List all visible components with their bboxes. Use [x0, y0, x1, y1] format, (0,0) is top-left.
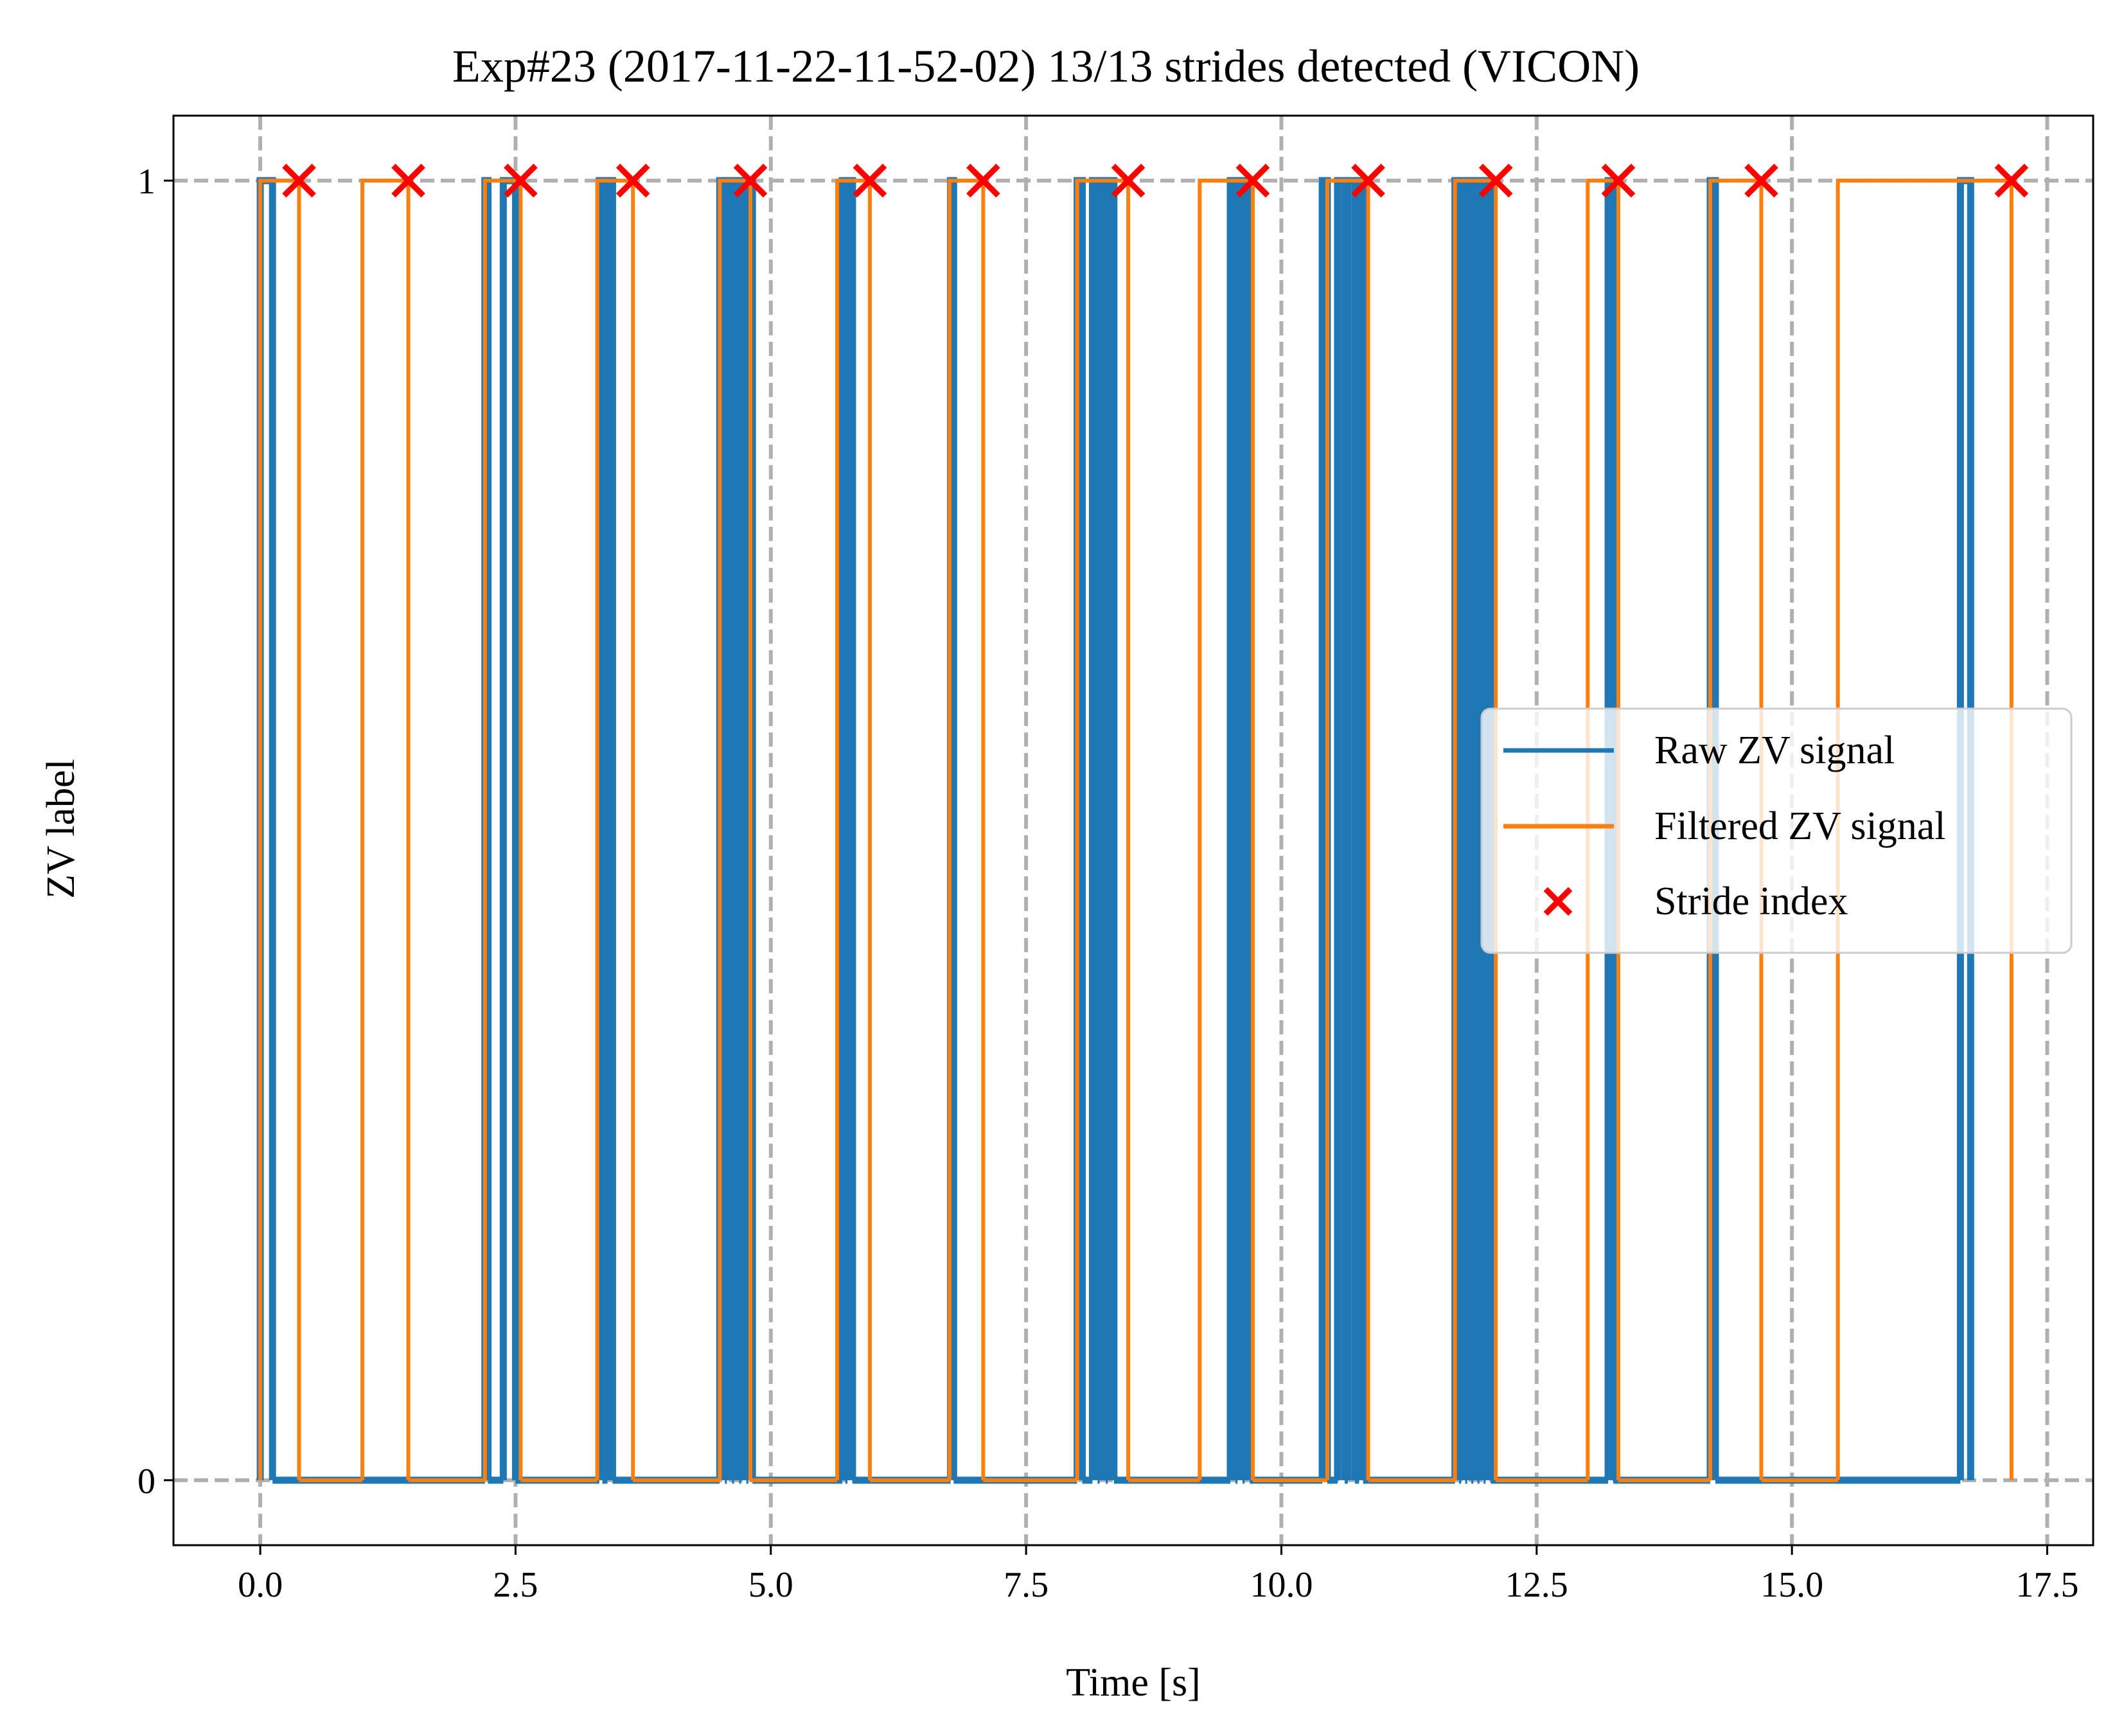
stride-marker-5: [853, 163, 887, 198]
raw-signal-pulse-16: [1104, 177, 1118, 1480]
stride-marker-8: [1235, 163, 1270, 198]
filtered-signal-pulse-7: [1075, 179, 1131, 1480]
filtered-signal-pulse-0: [258, 179, 301, 1480]
stride-markers: [282, 163, 2029, 198]
stride-marker-12: [1744, 163, 1778, 198]
x-axis: 0.0 2.5 5.0 7.5 10.0 12.5 15.0 17.5: [238, 1545, 2078, 1605]
stride-marker-11: [1601, 163, 1636, 198]
filtered-signal-pulse-1: [360, 179, 411, 1480]
filtered-signal-pulse-6: [947, 179, 986, 1480]
x-tick-label-2: 5.0: [748, 1565, 793, 1605]
legend-raw-label: Raw ZV signal: [1654, 729, 1895, 772]
filtered-signal-pulse-4: [718, 179, 752, 1480]
stride-marker-4: [733, 163, 768, 198]
raw-signal-pulse-11: [844, 177, 856, 1480]
filtered-signal-pulse-3: [595, 179, 635, 1480]
filtered-signal-pulse-5: [835, 179, 872, 1480]
plot-frame: [172, 114, 2094, 1546]
y-tick-label-1: 1: [137, 162, 155, 202]
y-tick-label-0: 0: [137, 1462, 155, 1501]
legend-box: [1480, 707, 2073, 954]
filtered-signal-pulse-8: [1198, 179, 1255, 1480]
raw-signal-pulse-23: [1355, 177, 1367, 1480]
x-tick-label-3: 7.5: [1004, 1565, 1049, 1605]
legend-stride-marker: [1543, 887, 1573, 916]
x-axis-label: Time [s]: [1066, 1661, 1201, 1705]
stride-marker-13: [1994, 163, 2029, 198]
x-tick-label-0: 0.0: [238, 1565, 283, 1605]
y-axis-label: ZV label: [39, 759, 83, 899]
x-tick-label-7: 17.5: [2015, 1565, 2078, 1605]
raw-signal-pulse-19: [1241, 177, 1253, 1480]
x-tick-label-6: 15.0: [1760, 1565, 1823, 1605]
x-tick-label-4: 10.0: [1250, 1565, 1313, 1605]
stride-marker-10: [1478, 163, 1513, 198]
raw-signal-pulse-4: [603, 177, 616, 1480]
legend: Raw ZV signal Filtered ZV signal Stride …: [1480, 707, 2073, 954]
y-axis: 01: [137, 162, 173, 1501]
stride-marker-9: [1351, 163, 1385, 198]
stride-marker-0: [282, 163, 316, 198]
legend-filtered-label: Filtered ZV signal: [1654, 804, 1945, 848]
filtered-signal-pulse-9: [1325, 179, 1370, 1480]
x-tick-label-1: 2.5: [493, 1565, 538, 1605]
raw-signal-pulse-3: [596, 177, 606, 1480]
chart-title: Exp#23 (2017-11-22-11-52-02) 13/13 strid…: [452, 40, 1640, 92]
legend-stride-label: Stride index: [1654, 880, 1848, 923]
stride-marker-7: [1111, 163, 1146, 198]
x-tick-label-5: 12.5: [1505, 1565, 1568, 1605]
filtered-signal-pulse-2: [482, 179, 523, 1480]
stride-marker-2: [504, 163, 538, 198]
stride-marker-6: [966, 163, 1000, 198]
stride-marker-1: [391, 163, 425, 198]
stride-marker-3: [615, 163, 650, 198]
